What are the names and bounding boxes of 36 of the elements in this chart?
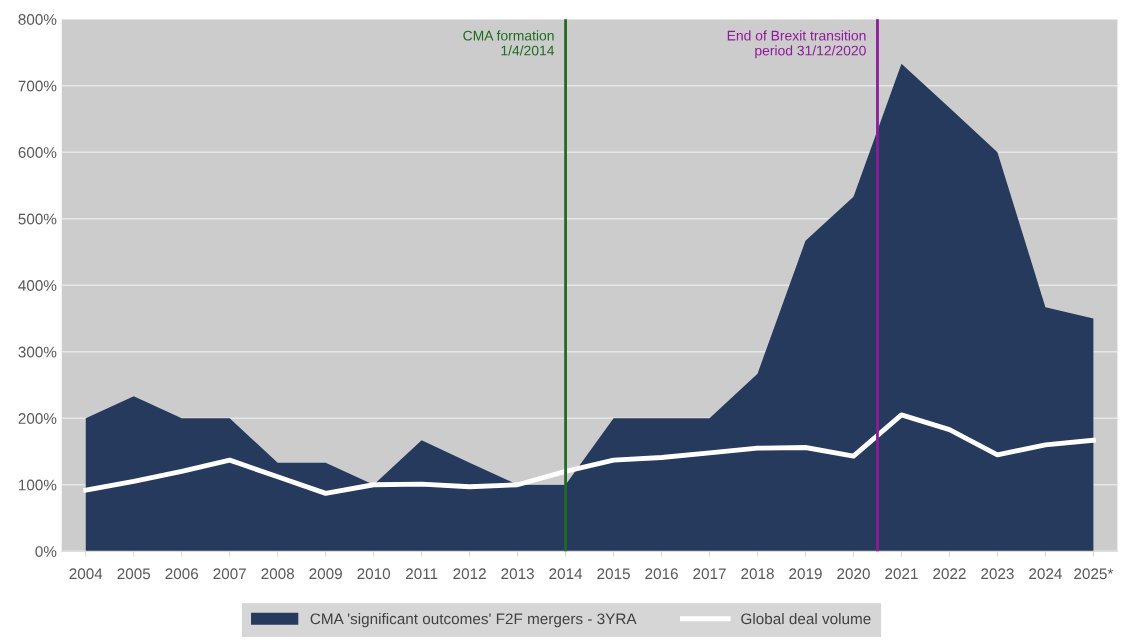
x-tick-label: 2020 <box>837 568 870 580</box>
x-tick-label: 2009 <box>309 568 342 580</box>
ref-line-label: End of Brexit transition period 31/12/2020 <box>727 30 866 59</box>
y-tick-label: 800% <box>18 14 57 25</box>
y-tick-label: 0% <box>35 546 57 557</box>
x-tick-label: 2004 <box>69 568 103 580</box>
x-tick-label: 2013 <box>501 568 534 580</box>
x-tick-label: 2015 <box>597 568 630 580</box>
ref-line-label: CMA formation 1/4/2014 <box>463 30 555 56</box>
y-tick-label: 100% <box>19 479 57 491</box>
x-tick-label: 2012 <box>453 568 486 580</box>
y-tick-label: 300% <box>18 346 57 358</box>
x-tick-label: 2024 <box>1029 568 1062 580</box>
x-tick-label: 2019 <box>789 568 822 580</box>
x-tick-label: 2025* <box>1074 568 1114 580</box>
legend-label: Global deal volume <box>741 613 871 625</box>
x-tick-label: 2006 <box>165 568 199 580</box>
x-tick-label: 2005 <box>117 568 151 580</box>
x-tick-label: 2007 <box>213 568 246 580</box>
x-tick-label: 2011 <box>405 568 438 580</box>
line-series <box>83 412 1096 496</box>
legend-label: CMA 'significant outcomes' F2F mergers - 3YRA <box>310 613 637 628</box>
x-tick-label: 2018 <box>741 568 774 580</box>
y-tick-label: 700% <box>18 80 57 92</box>
x-tick-label: 2022 <box>933 568 966 580</box>
x-tick-label: 2008 <box>261 568 295 580</box>
y-tick-label: 600% <box>18 147 57 158</box>
x-tick-label: 2023 <box>981 568 1014 580</box>
y-tick-label: 500% <box>18 213 57 225</box>
x-tick-label: 2014 <box>549 568 583 580</box>
x-tick-label: 2010 <box>357 568 391 580</box>
x-tick-label: 2017 <box>693 568 726 580</box>
y-tick-label: 400% <box>18 280 57 291</box>
y-tick-label: 200% <box>18 413 57 424</box>
x-tick-label: 2016 <box>645 568 678 580</box>
x-tick-label: 2021 <box>885 568 918 580</box>
